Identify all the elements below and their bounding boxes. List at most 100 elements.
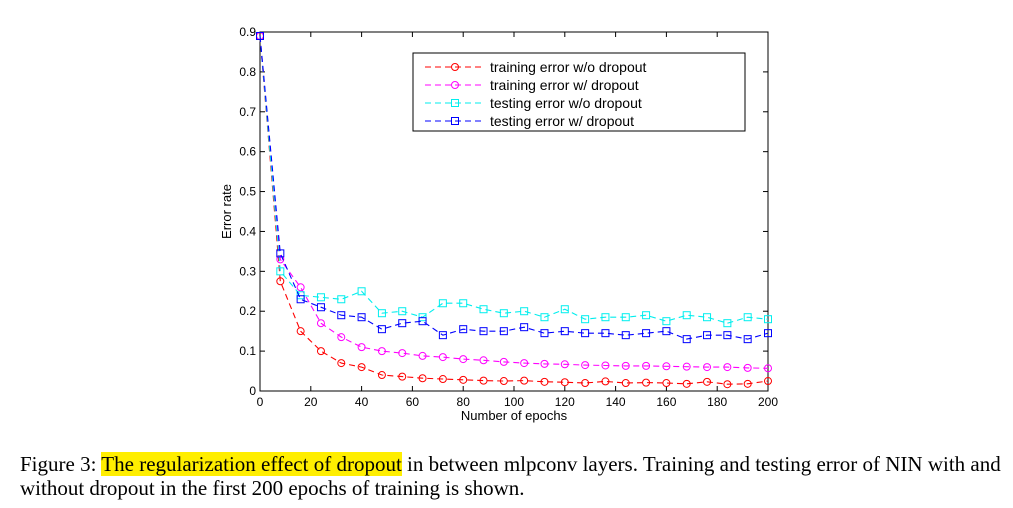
caption-prefix: Figure 3: <box>20 452 102 476</box>
y-tick-label: 0.1 <box>239 344 256 358</box>
series-3-point <box>560 327 569 336</box>
series-0-point <box>642 378 651 387</box>
legend-entry-0: training error w/o dropout <box>490 59 647 75</box>
series-0-point <box>357 363 366 372</box>
y-tick-label: 0.7 <box>239 105 256 119</box>
series-3-point <box>418 317 427 326</box>
x-tick-label: 180 <box>707 395 727 409</box>
y-tick-label: 0.8 <box>239 65 256 79</box>
series-2-point <box>316 293 325 302</box>
series-0-point <box>418 374 427 383</box>
series-1-point <box>560 360 569 369</box>
x-tick-label: 60 <box>406 395 420 409</box>
x-tick-label: 100 <box>504 395 524 409</box>
series-2-point <box>479 305 488 314</box>
x-tick-label: 0 <box>257 395 264 409</box>
series-1-point <box>459 355 468 364</box>
series-0-point <box>337 359 346 368</box>
series-3-point <box>316 303 325 312</box>
series-3-point <box>499 327 508 336</box>
series-0-point <box>316 347 325 356</box>
series-3-point <box>723 331 732 340</box>
series-3-point <box>682 335 691 344</box>
legend-marker-2 <box>451 99 459 107</box>
series-2-point <box>499 309 508 318</box>
x-tick-label: 200 <box>758 395 778 409</box>
series-1-point <box>377 347 386 356</box>
series-3-point <box>459 325 468 334</box>
series-1-point <box>581 361 590 370</box>
series-2-point <box>682 311 691 320</box>
series-0-point <box>621 379 630 388</box>
y-tick-label: 0.5 <box>239 185 256 199</box>
caption-highlight: The regularization effect of dropout <box>101 452 402 476</box>
series-1-point <box>296 283 305 292</box>
series-3-point <box>642 329 651 338</box>
series-2-point <box>398 307 407 316</box>
series-0-point <box>296 327 305 336</box>
series-0-point <box>520 376 529 385</box>
series-2-point <box>459 299 468 308</box>
series-3-point <box>438 331 447 340</box>
legend-entry-2: testing error w/o dropout <box>490 95 642 111</box>
series-2-point <box>560 305 569 314</box>
figure: 0 20 40 60 80 100 120 140 160 180 200 0 0.1 0.2 0.3 0.4… <box>219 25 778 423</box>
y-tick-label: 0.3 <box>239 264 256 278</box>
series-2-point <box>357 287 366 296</box>
series-1-point <box>520 359 529 368</box>
legend-entry-3: testing error w/ dropout <box>490 113 634 129</box>
series-1-point <box>337 333 346 342</box>
series-3-point <box>357 313 366 322</box>
series-1-point <box>357 343 366 352</box>
series-3-point <box>662 327 671 336</box>
legend-marker-3 <box>451 117 459 125</box>
series-0-point <box>499 377 508 386</box>
series-1-point <box>743 363 752 372</box>
series-0-point <box>398 372 407 381</box>
series-3-point <box>621 331 630 340</box>
series-1-point <box>499 357 508 366</box>
series-0-point <box>662 379 671 388</box>
series-2-point <box>520 307 529 316</box>
series-0-point <box>682 379 691 388</box>
figure-caption: Figure 3: The regularization effect of d… <box>20 452 1010 500</box>
series-1-point <box>621 361 630 370</box>
series-0-point <box>459 375 468 384</box>
series-0-point <box>764 377 772 386</box>
series-3-point <box>276 249 285 258</box>
x-tick-label: 160 <box>656 395 676 409</box>
series-1-point <box>276 255 285 264</box>
series-3-point <box>601 329 610 338</box>
series-0-point <box>479 376 488 385</box>
series-1-point <box>662 362 671 371</box>
x-tick-label: 20 <box>304 395 318 409</box>
series-3-point <box>764 329 772 338</box>
series-2-point <box>743 313 752 322</box>
series-1-point <box>418 351 427 360</box>
series-2-point <box>438 299 447 308</box>
series-0-point <box>438 375 447 384</box>
series-1-point <box>682 362 691 371</box>
series-3-point <box>520 323 529 332</box>
series-2-point <box>662 317 671 326</box>
y-axis-label: Error rate <box>219 184 234 239</box>
series-3-point <box>581 329 590 338</box>
series-0-point <box>377 371 386 380</box>
x-tick-label: 40 <box>355 395 369 409</box>
y-tick-label: 0 <box>249 384 256 398</box>
series-1-point <box>479 356 488 365</box>
series-2-point <box>723 319 732 328</box>
x-tick-label: 80 <box>457 395 471 409</box>
series-3-point <box>479 327 488 336</box>
series-1-point <box>764 364 772 373</box>
series-2-point <box>621 313 630 322</box>
series-3-point <box>540 329 549 338</box>
series-0-point <box>743 379 752 388</box>
series-3-point <box>337 311 346 320</box>
series-2-point <box>764 315 772 324</box>
series-0-point <box>276 277 285 286</box>
y-tick-label: 0.4 <box>239 224 256 238</box>
series-1-point <box>398 349 407 358</box>
series-0-point <box>723 380 732 389</box>
legend-marker-0 <box>451 63 459 71</box>
